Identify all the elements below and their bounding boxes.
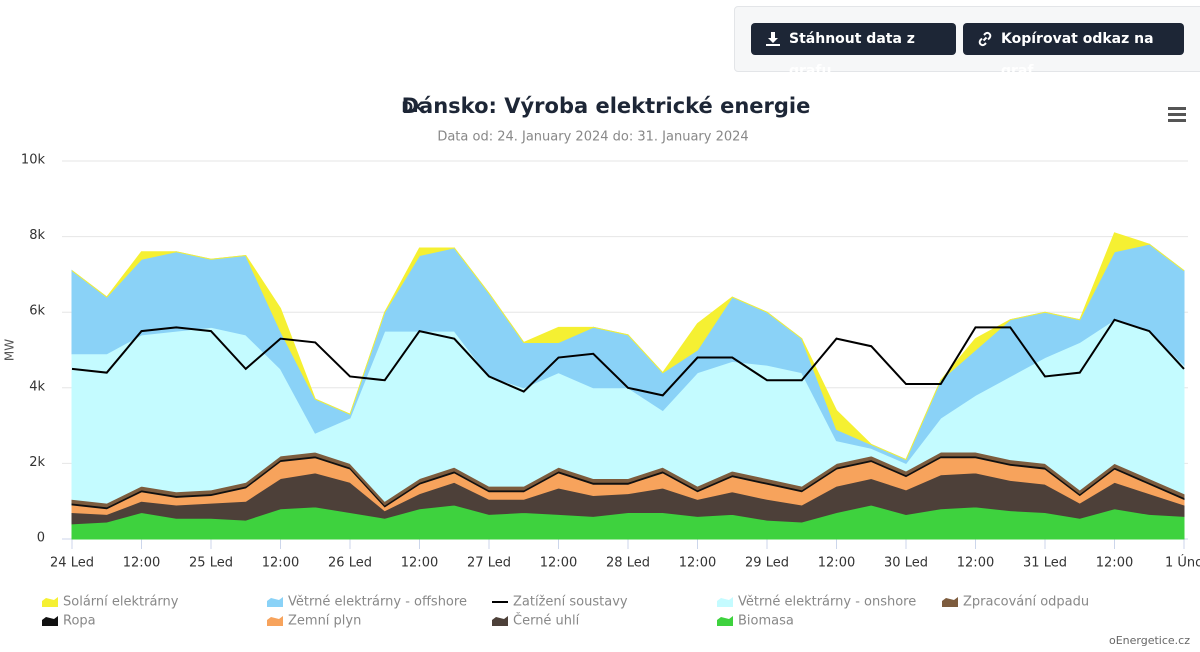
legend-symbol bbox=[942, 597, 958, 607]
y-axis-label: MW bbox=[3, 339, 17, 361]
legend-label: Zatížení soustavy bbox=[513, 595, 628, 610]
area bbox=[71, 232, 1185, 461]
x-tick-label: 12:00 bbox=[262, 556, 299, 571]
x-tick-label: 12:00 bbox=[1096, 556, 1133, 571]
x-tick-label: 12:00 bbox=[401, 556, 438, 571]
y-tick-label: 4k bbox=[29, 379, 45, 394]
y-tick-label: 8k bbox=[29, 228, 45, 243]
toolbar: Stáhnout data z grafu Kopírovat odkaz na… bbox=[734, 6, 1200, 79]
x-tick-label: 25 Led bbox=[189, 556, 233, 571]
line bbox=[71, 318, 1185, 397]
legend-item[interactable]: Černé uhlí bbox=[492, 613, 580, 629]
chart-title: Dánsko: Výroba elektrické energie bbox=[402, 94, 811, 118]
legend-item[interactable]: Zpracování odpadu bbox=[942, 595, 1089, 610]
legend-symbol bbox=[717, 597, 733, 607]
legend-label: Větrné elektrárny - onshore bbox=[738, 595, 916, 610]
legend-item[interactable]: Zemní plyn bbox=[267, 614, 361, 629]
y-tick-label: 10k bbox=[21, 153, 46, 168]
download-icon bbox=[766, 32, 780, 46]
y-tick-label: 2k bbox=[29, 455, 45, 470]
x-tick-label: 30 Led bbox=[884, 556, 928, 571]
legend-label: Větrné elektrárny - offshore bbox=[288, 595, 467, 610]
legend-label: Solární elektrárny bbox=[63, 595, 179, 610]
download-button[interactable]: Stáhnout data z grafu bbox=[751, 23, 956, 79]
legend-item[interactable]: Solární elektrárny bbox=[42, 595, 179, 610]
x-tick-label: 29 Led bbox=[745, 556, 789, 571]
menu-icon[interactable] bbox=[1168, 107, 1186, 122]
legend-symbol bbox=[267, 616, 283, 626]
x-tick-label: 24 Led bbox=[50, 556, 94, 571]
country-code: DK bbox=[402, 100, 426, 116]
legend-item[interactable]: Zatížení soustavy bbox=[492, 595, 628, 610]
x-tick-label: 31 Led bbox=[1023, 556, 1067, 571]
x-tick-label: 12:00 bbox=[818, 556, 855, 571]
legend-symbol bbox=[42, 616, 58, 626]
legend-label: Černé uhlí bbox=[513, 613, 580, 629]
x-tick-label: 12:00 bbox=[123, 556, 160, 571]
x-tick-label: 27 Led bbox=[467, 556, 511, 571]
chart-subtitle: Data od: 24. January 2024 do: 31. Januar… bbox=[437, 130, 748, 145]
x-tick-label: 12:00 bbox=[540, 556, 577, 571]
legend-item[interactable]: Biomasa bbox=[717, 614, 794, 629]
legend-label: Zemní plyn bbox=[288, 614, 361, 629]
legend-label: Biomasa bbox=[738, 614, 794, 629]
legend-symbol bbox=[267, 597, 283, 607]
legend-symbol bbox=[492, 616, 508, 626]
x-tick-label: 1 Úno bbox=[1165, 555, 1200, 571]
legend-symbol bbox=[42, 597, 58, 607]
copy-link-button[interactable]: Kopírovat odkaz na graf bbox=[963, 23, 1184, 79]
legend-label: Zpracování odpadu bbox=[963, 595, 1089, 610]
x-tick-label: 28 Led bbox=[606, 556, 650, 571]
credit: oEnergetice.cz bbox=[1109, 634, 1190, 647]
legend-item[interactable]: Ropa bbox=[42, 614, 96, 629]
legend-symbol bbox=[717, 616, 733, 626]
link-icon bbox=[978, 31, 992, 47]
x-tick-label: 12:00 bbox=[679, 556, 716, 571]
x-tick-label: 26 Led bbox=[328, 556, 372, 571]
legend-label: Ropa bbox=[63, 614, 96, 629]
y-tick-label: 6k bbox=[29, 304, 45, 319]
legend-item[interactable]: Větrné elektrárny - offshore bbox=[267, 595, 467, 610]
download-label: Stáhnout data z grafu bbox=[789, 31, 915, 79]
x-tick-label: 12:00 bbox=[957, 556, 994, 571]
areas bbox=[71, 232, 1185, 540]
copy-link-label: Kopírovat odkaz na graf bbox=[1001, 31, 1154, 79]
legend-item[interactable]: Větrné elektrárny - onshore bbox=[717, 595, 916, 610]
y-tick-label: 0 bbox=[37, 531, 45, 546]
